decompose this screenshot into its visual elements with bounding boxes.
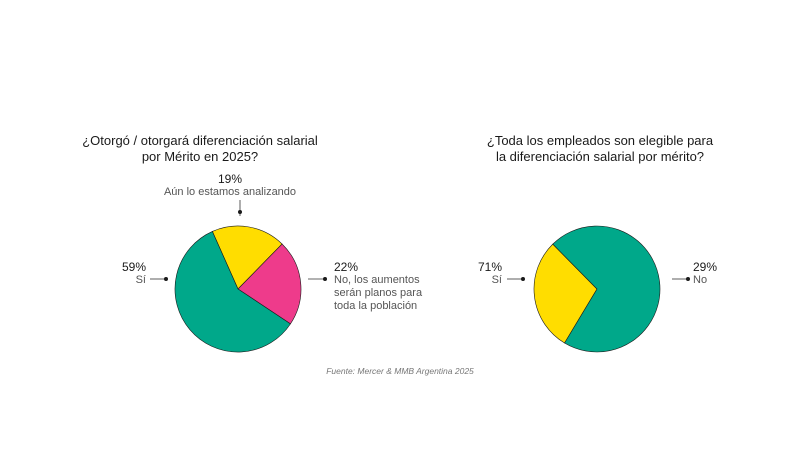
pie-svg [507, 225, 690, 353]
pie-slice [552, 225, 661, 353]
pie-chart-merit: ¿Otorgó / otorgará diferenciación salari… [0, 133, 422, 353]
pie-chart-eligibility: ¿Toda los empleados son elegible para la… [400, 0, 800, 450]
pie-slice [211, 225, 283, 290]
slice-percent: 59% [121, 260, 146, 274]
slice-text: Sí [491, 274, 502, 286]
slice-percent: 22% [334, 260, 359, 274]
chart-title-line: por Mérito en 2025? [141, 149, 259, 164]
leader-dot [686, 277, 690, 281]
pie-svg [150, 200, 327, 353]
slice-label-si: 71% Sí [462, 261, 502, 287]
leader-dot [164, 277, 168, 281]
slice-text: Aún lo estamos analizando [163, 186, 297, 198]
pie-slice [174, 231, 291, 353]
slice-label-no: 22% No, los aumentos serán planos para t… [334, 261, 444, 313]
pie-slice [533, 243, 598, 344]
chart-title-line: ¿Otorgó / otorgará diferenciación salari… [82, 133, 318, 148]
chart-title-line: ¿Toda los empleados son elegible para [486, 133, 714, 148]
slice-text: No [693, 274, 708, 286]
chart-title: ¿Toda los empleados son elegible para la… [400, 133, 800, 165]
leader-dot [238, 210, 242, 214]
slice-percent: 29% [693, 260, 718, 274]
slice-label-no: 29% No [693, 261, 753, 287]
slice-percent: 19% [217, 172, 243, 186]
slice-text: serán planos para [334, 287, 423, 299]
chart-title-line: la diferenciación salarial por mérito? [495, 149, 705, 164]
slice-percent: 71% [477, 260, 502, 274]
slice-label-analizando: 19% Aún lo estamos analizando [140, 173, 320, 199]
leader-dot [323, 277, 327, 281]
leader-dot [521, 277, 525, 281]
source-note: Fuente: Mercer & MMB Argentina 2025 [326, 366, 474, 376]
slice-label-si: 59% Sí [106, 261, 146, 287]
pie-slice [237, 243, 302, 325]
slice-text: toda la población [334, 300, 418, 312]
chart-title: ¿Otorgó / otorgará diferenciación salari… [0, 133, 400, 165]
slice-text: Sí [135, 274, 146, 286]
slice-text: No, los aumentos [334, 274, 420, 286]
